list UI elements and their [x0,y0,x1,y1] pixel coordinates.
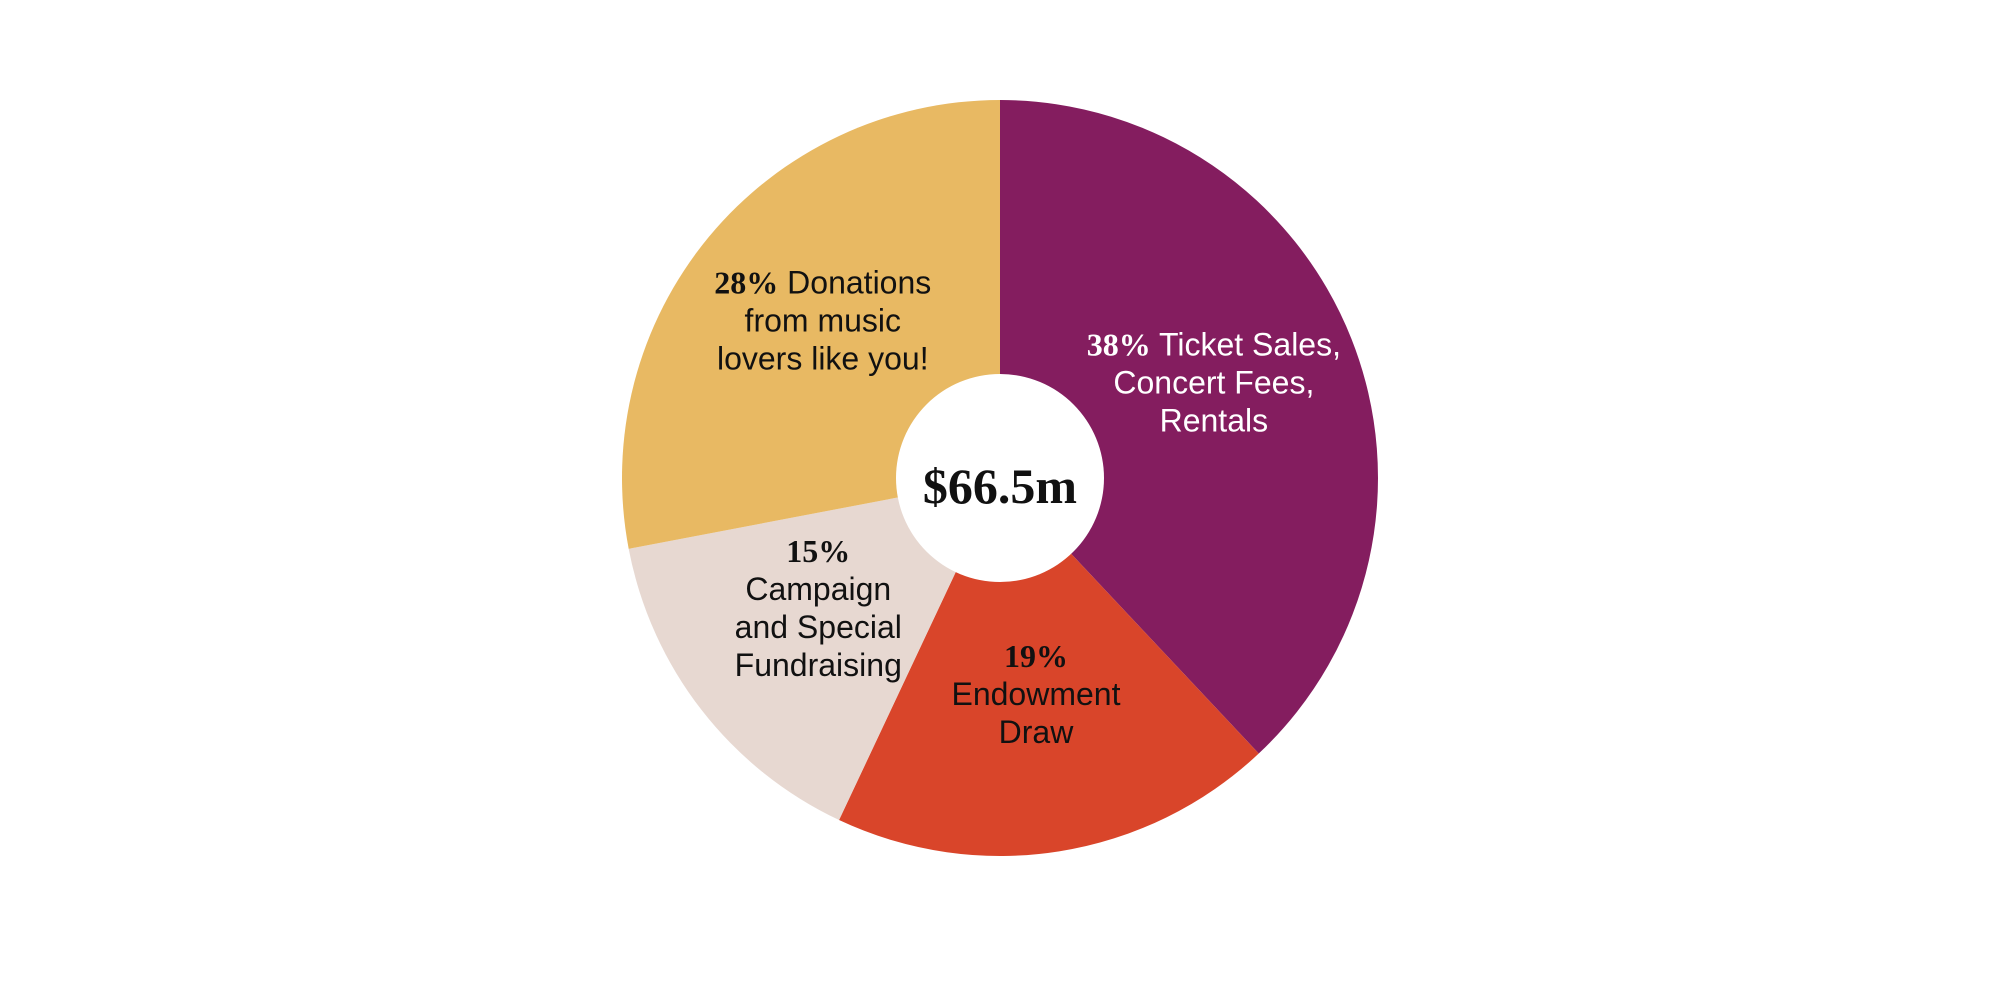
slice-label-line: Donations [778,264,931,300]
slice-label-line: Ticket Sales, [1151,326,1341,362]
slice-label-line: Concert Fees, [1113,364,1314,400]
pie-slice-2 [839,478,1259,856]
slice-percent: 28% [714,264,778,300]
slice-labels: 38% Ticket Sales, Concert Fees, Rentals 19%… [714,264,1341,750]
slice-percent: 38% [1087,326,1151,362]
slice-label-1: 38% Ticket Sales, Concert Fees, Rentals [1087,326,1341,438]
slice-label-line: and Special [735,609,902,645]
slice-label-line: from music [745,302,901,338]
slice-label-line: Endowment [951,676,1120,712]
slice-label-line: lovers like you! [717,340,929,376]
slice-label-line: Campaign [745,571,891,607]
slice-label-line: Fundraising [735,647,902,683]
slice-label-2: 19% Endowment Draw [951,638,1120,750]
center-total-label: $66.5m [923,458,1077,514]
slice-percent: 19% [1004,638,1068,674]
pie-slice-3 [628,478,1000,821]
pie-slice-1 [1000,100,1378,754]
slice-label-4: 28% Donations from music lovers like you! [714,264,931,376]
slice-label-line: Draw [999,714,1075,750]
slice-percent: 15% [786,533,850,569]
donut-hole [896,374,1104,582]
slice-label-3: 15% Campaign and Special Fundraising [735,533,902,683]
slice-label-line: Rentals [1160,402,1269,438]
